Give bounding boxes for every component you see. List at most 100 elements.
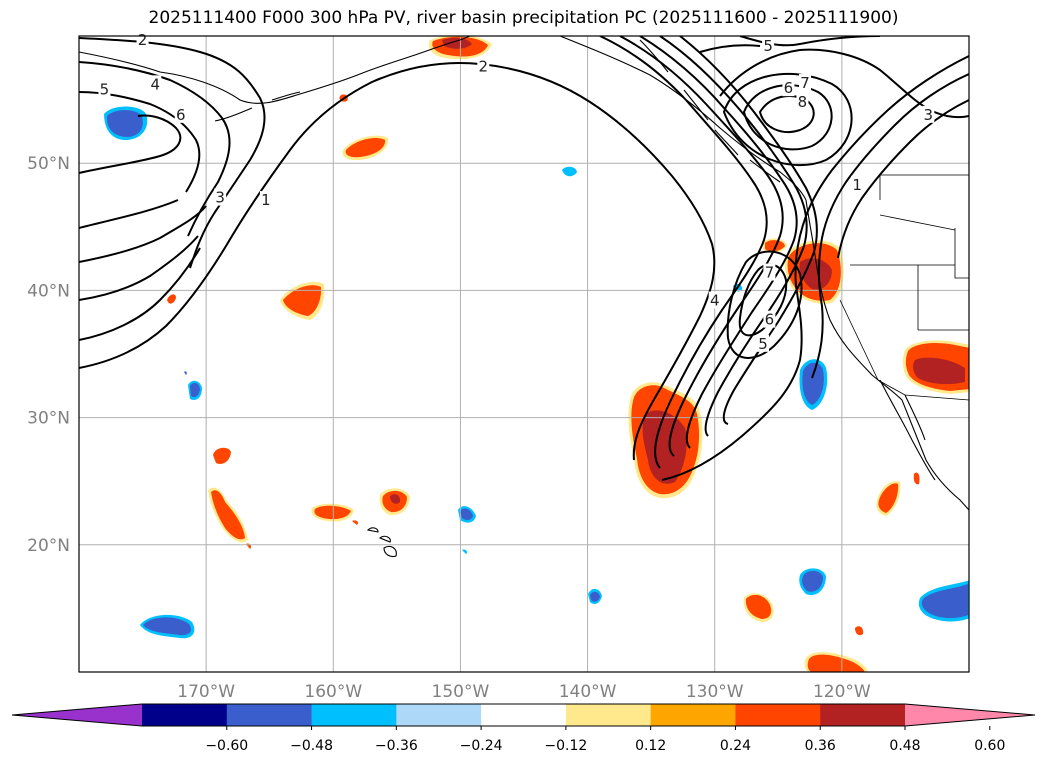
colorbar-tick-label: −0.12 <box>544 738 587 754</box>
contour-label-bg <box>757 334 770 352</box>
pv-contour-line <box>739 36 881 47</box>
precip-pc-shading <box>104 36 969 672</box>
longitude-tick-labels: 170°W 160°W 150°W 140°W 130°W 120°W <box>177 682 871 702</box>
contour-label-bg <box>798 74 811 92</box>
plot-frame <box>78 35 970 673</box>
contour-label-bg <box>259 191 272 209</box>
contour-label-bg <box>98 80 111 98</box>
hawaii-islands <box>366 527 397 558</box>
contour-label: 3 <box>924 106 934 124</box>
colorbar-tick-label: −0.60 <box>205 738 248 754</box>
us-mexico-coast <box>805 199 969 511</box>
pv-contour-line <box>79 205 207 263</box>
contour-label: 8 <box>798 93 808 111</box>
contour-label-bg <box>763 310 776 328</box>
pv-contour-line <box>79 199 179 229</box>
lat-tick-label: 50°N <box>27 154 70 174</box>
colorbar-bin <box>481 704 567 726</box>
colorbar-tick-label: −0.36 <box>375 738 418 754</box>
pv-contour-line <box>79 37 266 269</box>
pv-contour-line <box>619 36 784 457</box>
lat-tick-label: 20°N <box>27 536 70 556</box>
contour-label-bg <box>708 291 721 309</box>
colorbar-tick-label: 0.48 <box>889 738 920 754</box>
colorbar-bin <box>396 704 482 726</box>
contour-label: 5 <box>758 335 768 353</box>
colorbar-outline <box>11 703 1036 727</box>
contour-label: 2 <box>138 31 148 49</box>
colorbar-bin <box>142 704 228 726</box>
contour-label-bg <box>922 105 935 123</box>
contour-label: 4 <box>151 75 161 93</box>
aleutian-islands <box>214 91 301 122</box>
contour-label-bg <box>796 93 809 111</box>
bc-islands <box>639 39 781 183</box>
pv-contour-line <box>742 84 833 151</box>
pv-contour-line <box>79 61 716 461</box>
pv-contour-line <box>811 73 969 379</box>
contour-label-bg <box>174 105 187 123</box>
contour-label: 7 <box>765 264 775 282</box>
colorbar-bin <box>820 704 906 726</box>
colorbar-tick-label: −0.48 <box>290 738 333 754</box>
lon-tick-label: 130°W <box>686 682 744 702</box>
pv-contour-line <box>79 61 231 237</box>
contour-label: 2 <box>479 58 489 76</box>
colorbar-bin <box>735 704 821 726</box>
contour-label-bg <box>477 57 490 75</box>
us-mexico-border <box>839 299 969 401</box>
pv-contour-line <box>699 44 761 53</box>
contour-label: 5 <box>763 37 773 55</box>
pv-contour-line <box>661 55 969 481</box>
contour-label: 1 <box>261 191 271 209</box>
graticule <box>79 36 969 672</box>
pv-contour-line <box>722 72 853 167</box>
coastlines <box>79 36 969 558</box>
pv-contour-line <box>758 95 815 133</box>
pv-contour-line <box>79 235 199 301</box>
pv-contour-line <box>679 36 818 425</box>
pv-contour-line <box>659 36 808 437</box>
state-borders <box>850 174 969 331</box>
colorbar-extend-high <box>905 704 1035 726</box>
bc-coast <box>559 36 807 201</box>
colorbar-bin <box>226 704 313 726</box>
colorbar-extend-low <box>12 704 142 726</box>
latitude-tick-labels: 50°N 40°N 30°N 20°N <box>27 154 70 556</box>
pv-contours <box>79 36 969 481</box>
contour-label: 1 <box>852 176 862 194</box>
pv-contour-line <box>837 99 969 259</box>
pv-contour-line <box>639 36 798 449</box>
pv-contour-line <box>719 48 969 119</box>
contour-label: 7 <box>800 74 810 92</box>
lon-tick-label: 140°W <box>559 682 617 702</box>
colorbar-bin <box>650 704 736 726</box>
pv-contour-line <box>79 247 201 341</box>
contour-label: 6 <box>784 79 794 97</box>
pv-contour-line <box>79 91 201 193</box>
map-title: 2025111400 F000 300 hPa PV, river basin … <box>148 8 899 28</box>
contour-label-bg <box>762 37 775 55</box>
contour-label: 5 <box>100 80 110 98</box>
contour-label-bg <box>782 79 795 97</box>
lon-tick-label: 120°W <box>813 682 871 702</box>
contour-label-bg <box>851 175 864 193</box>
contour-label-bg <box>763 263 776 281</box>
colorbar <box>11 703 1036 727</box>
pv-contour-line <box>79 114 182 174</box>
lon-tick-label: 170°W <box>177 682 235 702</box>
colorbar-tick-labels: −0.60 −0.48 −0.36 −0.24 −0.12 0.12 0.24 0.36 0.4… <box>205 726 1005 754</box>
negative-anomaly-patches <box>104 106 969 639</box>
positive-anomaly-patches <box>167 36 969 672</box>
lon-tick-label: 150°W <box>432 682 490 702</box>
contour-label: 6 <box>176 106 186 124</box>
baja-coast <box>879 379 936 481</box>
contour-label: 4 <box>710 292 720 310</box>
colorbar-tick-label: 0.36 <box>805 738 836 754</box>
colorbar-bin <box>565 704 652 726</box>
colorbar-tick-label: −0.24 <box>460 738 503 754</box>
lat-tick-label: 30°N <box>27 409 70 429</box>
contour-label-bg <box>214 188 227 206</box>
